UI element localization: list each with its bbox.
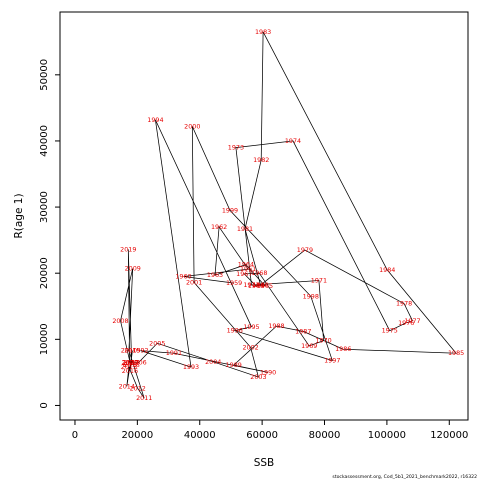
year-label-1967: 1967 xyxy=(236,270,252,278)
x-tick-label: 60000 xyxy=(246,430,278,441)
year-label-2005: 2005 xyxy=(149,339,165,347)
year-label-1993: 1993 xyxy=(183,363,199,371)
year-label-1984: 1984 xyxy=(379,266,395,274)
plot-frame xyxy=(59,11,469,421)
year-label-1966: 1966 xyxy=(248,282,264,290)
x-tick-label: 120000 xyxy=(430,430,468,441)
x-tick-label: 0 xyxy=(72,430,78,441)
x-axis: 0 20000 40000 60000 80000 100000 120000 xyxy=(72,420,468,441)
y-axis: 0 10000 20000 30000 40000 50000 xyxy=(39,59,60,409)
year-label-1995: 1995 xyxy=(243,323,259,331)
y-tick-label: 50000 xyxy=(39,59,50,91)
year-label-2004: 2004 xyxy=(205,358,221,366)
year-label-1994: 1994 xyxy=(147,116,163,124)
x-axis-title: SSB xyxy=(254,457,275,469)
footnote: stockassessment.org, Cod_5b1_2021_benchm… xyxy=(332,474,477,480)
year-label-1990: 1990 xyxy=(260,368,276,376)
year-label-2006: 2006 xyxy=(130,359,146,367)
year-label-1975: 1975 xyxy=(382,327,398,335)
year-label-2015: 2015 xyxy=(124,347,140,355)
year-label-1996: 1996 xyxy=(227,327,243,335)
year-label-1983: 1983 xyxy=(255,28,271,36)
year-label-1972: 1972 xyxy=(243,281,259,289)
year-label-1980: 1980 xyxy=(252,281,268,289)
year-label-1964: 1964 xyxy=(238,261,254,269)
year-label-1977: 1977 xyxy=(404,317,420,325)
y-tick-label: 0 xyxy=(39,402,50,408)
year-label-2011: 2011 xyxy=(136,394,152,402)
year-label-1976: 1976 xyxy=(398,319,414,327)
year-label-2010: 2010 xyxy=(121,347,137,355)
year-label-2016: 2016 xyxy=(122,367,138,375)
year-label-1998: 1998 xyxy=(303,292,319,300)
year-label-1986: 1986 xyxy=(335,345,351,353)
year-label-1973: 1973 xyxy=(228,144,244,152)
year-label-1971: 1971 xyxy=(311,277,327,285)
year-label-1985: 1985 xyxy=(448,349,464,357)
year-label-1960: 1960 xyxy=(175,273,191,281)
year-label-1992: 1992 xyxy=(132,347,148,355)
year-label-1970: 1970 xyxy=(315,337,331,345)
recruitment-trajectory-line xyxy=(120,31,457,399)
x-tick-label: 40000 xyxy=(184,430,216,441)
year-label-1981: 1981 xyxy=(237,225,253,233)
year-label-1962: 1962 xyxy=(211,223,227,231)
year-label-1987: 1987 xyxy=(295,327,311,335)
year-label-1989: 1989 xyxy=(226,361,242,369)
y-tick-label: 40000 xyxy=(39,125,50,157)
year-label-1959: 1959 xyxy=(226,279,242,287)
year-label-1965: 1965 xyxy=(257,282,273,290)
x-tick-label: 100000 xyxy=(368,430,406,441)
year-label-1961: 1961 xyxy=(240,265,256,273)
year-label-2007: 2007 xyxy=(122,359,138,367)
y-tick-label: 10000 xyxy=(39,323,50,355)
year-label-1979: 1979 xyxy=(297,246,313,254)
year-label-2020: 2020 xyxy=(121,359,137,367)
year-label-1969: 1969 xyxy=(301,342,317,350)
year-label-2001: 2001 xyxy=(186,279,202,287)
year-label-1997: 1997 xyxy=(324,357,340,365)
year-label-2000: 2000 xyxy=(184,122,200,130)
year-label-1974: 1974 xyxy=(285,137,301,145)
year-label-2008: 2008 xyxy=(112,317,128,325)
year-label-1991: 1991 xyxy=(166,349,182,357)
year-label-1963: 1963 xyxy=(207,271,223,279)
x-tick-label: 20000 xyxy=(121,430,153,441)
year-label-1988: 1988 xyxy=(268,322,284,330)
year-label-1978: 1978 xyxy=(396,300,412,308)
year-label-2017: 2017 xyxy=(123,359,139,367)
year-label-1999: 1999 xyxy=(222,206,238,214)
y-axis-title: R(age 1) xyxy=(13,193,25,238)
year-label-2014: 2014 xyxy=(119,382,135,390)
year-label-1968: 1968 xyxy=(251,269,267,277)
year-label-2018: 2018 xyxy=(124,361,140,369)
year-label-2009: 2009 xyxy=(125,265,141,273)
year-label-2013: 2013 xyxy=(121,363,137,371)
y-tick-label: 30000 xyxy=(39,191,50,223)
x-tick-label: 80000 xyxy=(309,430,341,441)
year-label-2002: 2002 xyxy=(242,343,258,351)
y-tick-label: 20000 xyxy=(39,257,50,289)
year-label-2003: 2003 xyxy=(250,373,266,381)
year-label-2019: 2019 xyxy=(120,245,136,253)
year-labels: 1959196019611962196319641965196619671968… xyxy=(112,28,464,402)
year-label-1982: 1982 xyxy=(253,156,269,164)
year-label-2012: 2012 xyxy=(130,384,146,392)
